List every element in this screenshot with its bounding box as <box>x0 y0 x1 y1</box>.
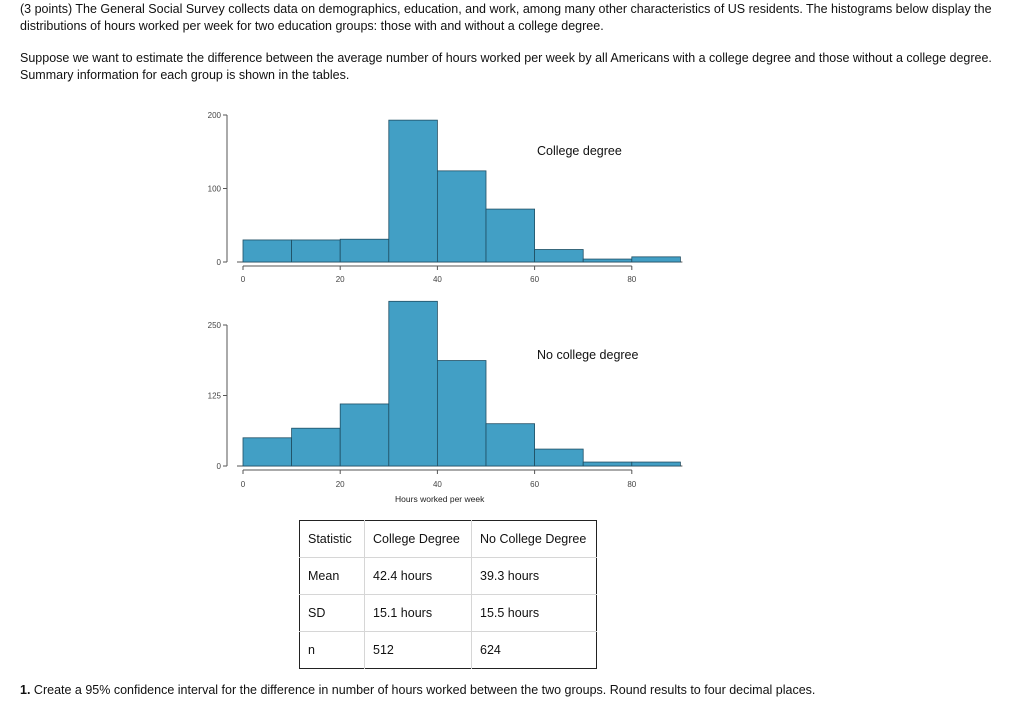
histogram-bar <box>436 360 487 467</box>
table-cell: 15.1 hours <box>364 594 472 632</box>
histogram-bar <box>339 403 390 467</box>
histogram-bar <box>388 300 438 467</box>
table-header-row: Statistic College Degree No College Degr… <box>299 520 597 558</box>
histogram-bar <box>291 427 341 467</box>
question: 1. Create a 95% confidence interval for … <box>20 683 815 697</box>
histogram-bar <box>485 423 535 467</box>
x-tick-label: 0 <box>241 275 246 284</box>
x-tick-label: 40 <box>433 275 442 284</box>
y-tick-label: 0 <box>217 258 222 267</box>
histogram-bar <box>242 239 292 263</box>
table-cell: Mean <box>299 557 365 595</box>
x-axis-label: Hours worked per week <box>395 494 485 504</box>
x-tick-label: 60 <box>530 275 539 284</box>
table-row: Mean 42.4 hours 39.3 hours <box>299 557 597 595</box>
y-tick-label: 125 <box>208 392 222 401</box>
x-tick-label: 0 <box>241 480 246 489</box>
intro-paragraph-2: Suppose we want to estimate the differen… <box>20 51 992 82</box>
table-cell: 39.3 hours <box>471 557 597 595</box>
table-cell: 15.5 hours <box>471 594 597 632</box>
table-cell: 512 <box>364 631 472 669</box>
x-tick-label: 40 <box>433 480 442 489</box>
x-tick-label: 20 <box>336 480 345 489</box>
chart-group-label: College degree <box>537 144 622 158</box>
intro-paragraph-1: (3 points) The General Social Survey col… <box>20 2 992 33</box>
table-cell: n <box>299 631 365 669</box>
histograms: 0 100 200 0 20 40 60 80 College degree 0 125 250 0 20… <box>208 111 683 504</box>
summary-table: Statistic College Degree No College Degr… <box>299 520 597 669</box>
table-header-cell: No College Degree <box>471 520 597 558</box>
y-tick-label: 250 <box>208 321 222 330</box>
table-header-cell: Statistic <box>299 520 365 558</box>
table-cell: 42.4 hours <box>364 557 472 595</box>
histogram-bar <box>631 461 681 467</box>
histogram-bar <box>291 239 341 263</box>
histogram-bar <box>485 208 535 263</box>
histogram-bar <box>582 258 633 263</box>
histogram-bar <box>339 238 390 263</box>
x-tick-label: 80 <box>627 275 636 284</box>
y-tick-label: 200 <box>208 111 222 120</box>
table-header-cell: College Degree <box>364 520 472 558</box>
histogram-bar <box>436 170 487 263</box>
histogram-bar <box>582 461 633 467</box>
table-row: n 512 624 <box>299 631 597 669</box>
y-tick-label: 100 <box>208 185 222 194</box>
histogram-bar <box>242 437 292 467</box>
histogram-bar <box>534 448 584 467</box>
table-row: SD 15.1 hours 15.5 hours <box>299 594 597 632</box>
histogram-bar <box>388 119 438 263</box>
x-tick-label: 60 <box>530 480 539 489</box>
table-cell: SD <box>299 594 365 632</box>
x-tick-label: 80 <box>627 480 636 489</box>
y-tick-label: 0 <box>217 462 222 471</box>
x-tick-label: 20 <box>336 275 345 284</box>
table-cell: 624 <box>480 643 501 657</box>
question-text: Create a 95% confidence interval for the… <box>33 683 816 697</box>
histogram-bar <box>631 256 681 263</box>
question-number: 1. <box>20 683 31 697</box>
chart-group-label: No college degree <box>537 348 639 362</box>
histogram-bar <box>534 249 584 263</box>
